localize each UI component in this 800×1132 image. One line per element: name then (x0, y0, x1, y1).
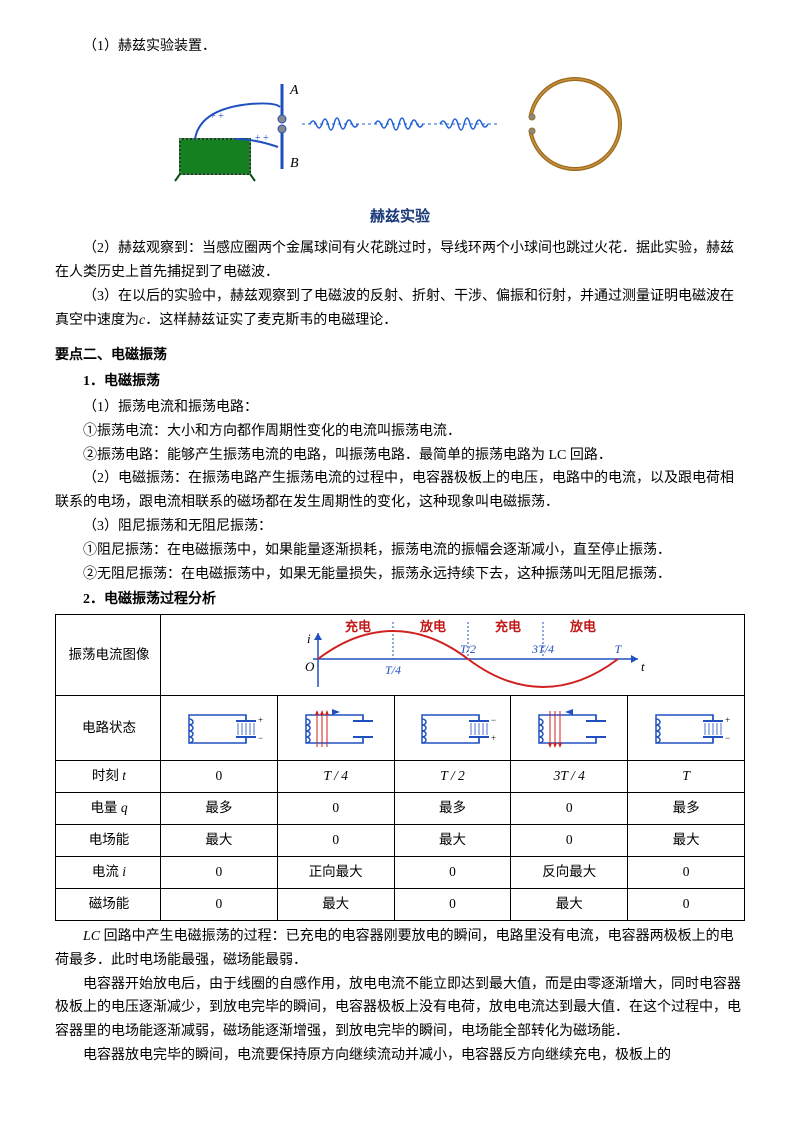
table-cell: 0 (277, 793, 394, 825)
table-row: 电量 q最多0最多0最多 (56, 793, 745, 825)
row-label: 磁场能 (56, 889, 161, 921)
table-cell: 0 (161, 857, 278, 889)
circuit-state-2: −+ (394, 696, 511, 761)
row-label: 时刻 t (56, 761, 161, 793)
svg-text:−: − (258, 733, 263, 743)
table-cell: T / 4 (277, 761, 394, 793)
after-p2: 电容器开始放电后，由于线圈的自感作用，放电电流不能立即达到最大值，而是由零逐渐增… (55, 973, 745, 1044)
section2-title: 要点二、电磁振荡 (55, 344, 745, 368)
table-cell: 0 (394, 889, 511, 921)
after-p1: LC 回路中产生电磁振荡的过程：已充电的电容器刚要放电的瞬间，电路里没有电流，电… (55, 925, 745, 973)
circuit-state-0: +− (161, 696, 278, 761)
row-label: 电场能 (56, 825, 161, 857)
intro-line-3: （3）在以后的实验中，赫兹观察到了电磁波的反射、折射、干涉、偏振和衍射，并通过测… (55, 285, 745, 333)
table-cell: 最多 (628, 793, 745, 825)
hertz-diagram: + + + + A B (55, 69, 745, 199)
table-cell: 0 (161, 889, 278, 921)
lc: LC (83, 929, 100, 944)
row-label: 电量 q (56, 793, 161, 825)
p: （1）振荡电流和振荡电路： (55, 396, 745, 420)
svg-text:B: B (290, 156, 299, 171)
svg-text:+: + (258, 715, 263, 725)
svg-text:T/4: T/4 (384, 663, 400, 677)
table-cell: 最多 (161, 793, 278, 825)
table-cell: 0 (628, 857, 745, 889)
svg-text:充电: 充电 (494, 619, 520, 634)
table-cell: T (628, 761, 745, 793)
svg-text:T: T (614, 642, 622, 656)
svg-text:放电: 放电 (418, 619, 445, 634)
svg-text:−: − (725, 733, 730, 743)
p: （3）阻尼振荡和无阻尼振荡： (55, 515, 745, 539)
p: ①振荡电流：大小和方向都作周期性变化的电流叫振荡电流． (55, 420, 745, 444)
intro-line-1: （1）赫兹实验装置． (55, 35, 745, 59)
table-cell: 反向最大 (511, 857, 628, 889)
circuit-state-3 (511, 696, 628, 761)
table-row: 振荡电流图像 充电 放电 充电 放电 i O (56, 615, 745, 696)
table-cell: 0 (394, 857, 511, 889)
svg-text:+: + (491, 733, 496, 743)
p: ①阻尼振荡：在电磁振荡中，如果能量逐渐损耗，振荡电流的振幅会逐渐减小，直至停止振… (55, 539, 745, 563)
table-cell: 最大 (511, 889, 628, 921)
table-cell: 最大 (628, 825, 745, 857)
p: ②振荡电路：能够产生振荡电流的电路，叫振荡电路．最简单的振荡电路为 LC 回路． (55, 444, 745, 468)
svg-text:+ +: + + (210, 111, 224, 122)
table-row: 电路状态 +− −+ +− (56, 696, 745, 761)
table-cell: 最大 (161, 825, 278, 857)
table-cell: 0 (628, 889, 745, 921)
circuit-state-1 (277, 696, 394, 761)
svg-text:t: t (641, 659, 645, 674)
table-cell: 0 (161, 761, 278, 793)
text: ．这样赫兹证实了麦克斯韦的电磁理论． (145, 313, 397, 328)
svg-text:−: − (491, 715, 496, 725)
table-cell: T / 2 (394, 761, 511, 793)
wave-chart: 充电 放电 充电 放电 i O T/4 T/2 3T/4 (161, 615, 745, 696)
table-row: 电流 i0正向最大0反向最大0 (56, 857, 745, 889)
table-cell: 最多 (394, 793, 511, 825)
svg-text:+ +: + + (255, 133, 269, 144)
row-label: 电路状态 (56, 696, 161, 761)
table-cell: 最大 (394, 825, 511, 857)
section2-h1: 1．电磁振荡 (55, 370, 745, 394)
table-cell: 0 (511, 825, 628, 857)
table-cell: 0 (511, 793, 628, 825)
oscillation-table: 振荡电流图像 充电 放电 充电 放电 i O (55, 614, 745, 921)
section2-h2: 2．电磁振荡过程分析 (55, 588, 745, 612)
text: 回路中产生电磁振荡的过程：已充电的电容器刚要放电的瞬间，电路里没有电流，电容器两… (55, 929, 734, 968)
svg-text:+: + (725, 715, 730, 725)
row-label: 电流 i (56, 857, 161, 889)
svg-text:O: O (305, 659, 315, 674)
intro-line-2: （2）赫兹观察到：当感应圈两个金属球间有火花跳过时，导线环两个小球间也跳过火花．… (55, 237, 745, 285)
after-p3: 电容器放电完毕的瞬间，电流要保持原方向继续流动并减小，电容器反方向继续充电，极板… (55, 1044, 745, 1068)
table-cell: 正向最大 (277, 857, 394, 889)
table-cell: 3T / 4 (511, 761, 628, 793)
row-label: 振荡电流图像 (56, 615, 161, 696)
svg-text:i: i (307, 631, 311, 646)
circuit-state-4: +− (628, 696, 745, 761)
table-row: 电场能最大0最大0最大 (56, 825, 745, 857)
svg-text:3T/4: 3T/4 (530, 642, 553, 656)
p: ②无阻尼振荡：在电磁振荡中，如果无能量损失，振荡永远持续下去，这种振荡叫无阻尼振… (55, 563, 745, 587)
svg-text:充电: 充电 (344, 619, 370, 634)
svg-text:T/2: T/2 (459, 642, 475, 656)
svg-text:A: A (289, 83, 299, 98)
table-cell: 0 (277, 825, 394, 857)
table-row: 磁场能0最大0最大0 (56, 889, 745, 921)
table-cell: 最大 (277, 889, 394, 921)
table-row: 时刻 t0T / 4T / 23T / 4T (56, 761, 745, 793)
svg-text:放电: 放电 (568, 619, 595, 634)
p: （2）电磁振荡：在振荡电路产生振荡电流的过程中，电容器极板上的电压，电路中的电流… (55, 467, 745, 515)
hertz-caption: 赫兹实验 (55, 204, 745, 230)
